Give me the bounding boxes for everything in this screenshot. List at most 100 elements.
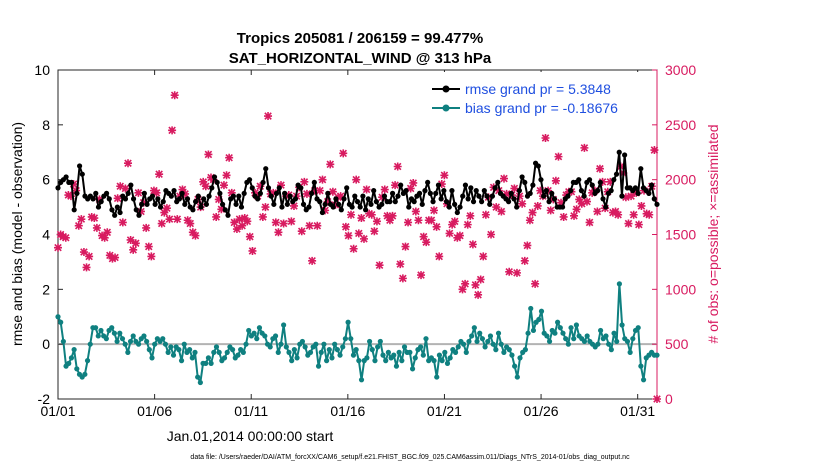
legend-entry-bias: bias grand pr = -0.18676: [432, 100, 618, 116]
rmse-point: [433, 190, 439, 196]
bias-point: [423, 336, 429, 342]
obs-count-marker: [515, 192, 524, 201]
chart-title: Tropics 205081 / 206159 = 99.477%: [237, 30, 483, 47]
bias-point: [205, 355, 212, 361]
bias-point: [517, 355, 523, 361]
rmse-point: [505, 199, 512, 205]
bias-point: [95, 333, 101, 339]
obs-count-marker: [308, 256, 317, 265]
rmse-point: [152, 201, 158, 207]
rmse-point: [568, 188, 574, 194]
bias-point: [189, 355, 195, 361]
obs-count-marker: [173, 215, 182, 224]
bias-point: [283, 344, 289, 350]
obs-count-marker: [365, 209, 374, 218]
x-axis: 01/01 01/06 01/11 01/16 01/21 01/26 01/31: [40, 70, 655, 419]
rmse-point: [141, 190, 147, 196]
obs-count-marker: [152, 188, 161, 197]
legend-rmse-marker: [442, 85, 450, 93]
obs-count-marker: [528, 208, 537, 217]
obs-count-marker: [383, 211, 392, 220]
y-tick-label: 10: [34, 62, 50, 78]
obs-count-marker: [621, 193, 630, 202]
rmse-point: [263, 166, 269, 172]
rmse-point: [182, 201, 188, 207]
rmse-point: [171, 188, 177, 194]
obs-count-marker: [585, 218, 594, 227]
bias-point: [195, 374, 201, 380]
rmse-point: [225, 212, 231, 218]
rmse-point: [613, 171, 620, 177]
obs-count-marker: [582, 197, 591, 206]
rmse-point: [179, 190, 185, 196]
obs-count-marker: [375, 261, 384, 270]
bias-point: [485, 338, 491, 345]
rmse-point: [578, 188, 585, 194]
obs-count-marker: [214, 195, 223, 204]
obs-count-marker: [505, 267, 514, 276]
obs-count-marker: [385, 216, 394, 225]
obs-count-marker: [201, 182, 210, 191]
bias-point: [436, 352, 443, 358]
obs-count-marker: [121, 184, 130, 193]
obs-count-marker: [577, 199, 586, 208]
bias-point: [313, 341, 319, 347]
bias-point: [627, 349, 633, 355]
bias-point: [466, 338, 472, 345]
obs-count-marker: [570, 211, 579, 220]
obs-count-marker: [614, 210, 623, 219]
obs-count-marker: [398, 274, 407, 283]
bias-point: [469, 333, 475, 339]
rmse-point: [595, 188, 601, 194]
obs-count-marker: [531, 279, 540, 288]
bias-point: [307, 349, 314, 355]
rmse-point: [654, 201, 660, 207]
legend: rmse grand pr = 5.3848 bias grand pr = -…: [427, 72, 655, 122]
bias-point: [654, 352, 660, 358]
obs-count-marker: [124, 159, 133, 168]
bias-point: [412, 355, 418, 361]
obs-count-marker: [512, 268, 521, 277]
rmse-point: [255, 196, 261, 202]
rmse-point: [74, 190, 80, 196]
rmse-point: [268, 193, 274, 199]
rmse-point: [373, 199, 379, 205]
obs-count-marker: [204, 150, 213, 159]
bias-point: [514, 374, 520, 380]
obs-count-marker: [134, 188, 143, 197]
obs-count-marker: [129, 245, 138, 254]
rmse-point: [495, 179, 501, 186]
bias-point: [272, 333, 279, 339]
obs-count-marker: [258, 212, 267, 221]
rmse-point: [176, 196, 183, 202]
bias-point: [555, 319, 561, 325]
rmse-point: [238, 204, 245, 210]
obs-count-marker: [336, 192, 345, 201]
obs-count-marker: [595, 164, 604, 173]
rmse-point: [416, 190, 423, 196]
rmse-point: [481, 188, 487, 194]
bias-point: [278, 341, 284, 347]
bias-point: [557, 325, 563, 331]
rmse-point: [365, 196, 371, 202]
bias-point: [235, 352, 241, 358]
y2-tick-label: 2500: [665, 117, 696, 133]
obs-count-marker: [409, 178, 418, 187]
bias-point: [396, 349, 402, 355]
bias-point: [372, 358, 378, 364]
bias-point: [281, 322, 287, 328]
bias-point: [324, 358, 330, 364]
obs-count-marker: [359, 234, 368, 243]
rmse-point: [206, 193, 212, 199]
rmse-point: [398, 182, 404, 188]
bias-point: [329, 355, 335, 361]
y2-axis-label: # of obs: o=possible; ×=assimilated: [705, 124, 721, 343]
rmse-series: [55, 149, 660, 218]
obs-count-marker: [557, 198, 566, 207]
bias-point: [603, 333, 609, 339]
y2-tick-label: 500: [665, 336, 689, 352]
rmse-point: [144, 201, 150, 207]
rmse-point: [454, 209, 460, 216]
bias-point: [431, 358, 437, 364]
rmse-point: [589, 182, 595, 188]
